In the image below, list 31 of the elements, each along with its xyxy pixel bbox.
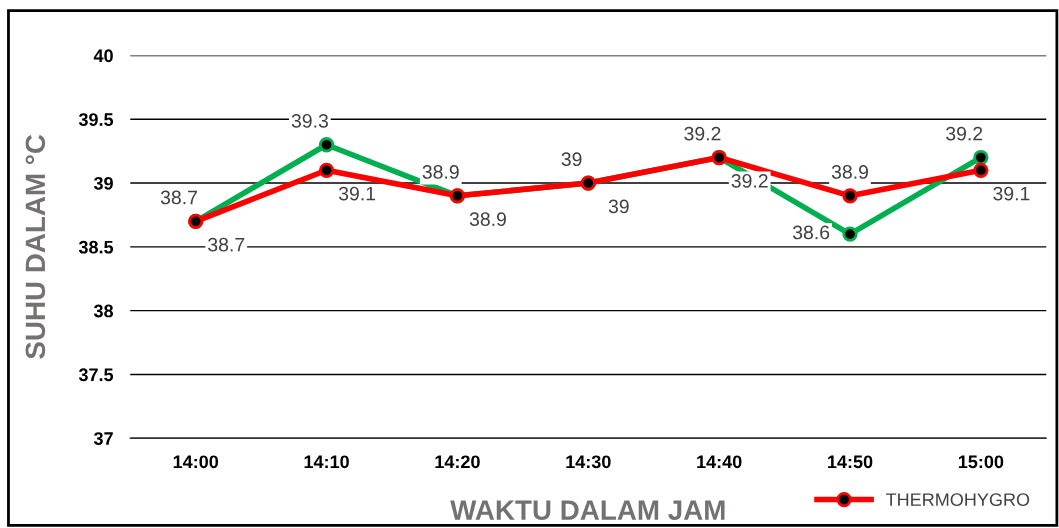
data-label: 39.2 bbox=[946, 126, 983, 141]
y-tick-label: 37.5 bbox=[78, 368, 114, 382]
y-tick-label: 39.5 bbox=[78, 113, 114, 126]
y-tick-label: 38.5 bbox=[78, 240, 114, 254]
y-axis-title: SUHU DALAM °C bbox=[25, 134, 46, 359]
data-label: 38.7 bbox=[208, 237, 245, 252]
x-tick-label: 14:40 bbox=[697, 455, 742, 469]
data-label: 38.9 bbox=[422, 165, 459, 179]
data-label: 38.7 bbox=[160, 190, 197, 205]
y-tick-label: 38 bbox=[93, 304, 114, 318]
x-tick-label: 15:00 bbox=[958, 455, 1004, 469]
data-label: 39.1 bbox=[338, 186, 376, 201]
x-tick-label: 14:50 bbox=[828, 455, 873, 469]
x-tick-label: 14:00 bbox=[173, 455, 219, 469]
data-label: 39 bbox=[608, 199, 629, 214]
data-label: 38.6 bbox=[792, 225, 830, 240]
data-label: 39.2 bbox=[731, 173, 768, 188]
data-label: 38.9 bbox=[831, 165, 868, 179]
data-label: 39.1 bbox=[993, 186, 1030, 201]
x-tick-label: 14:20 bbox=[435, 455, 480, 469]
y-tick-label: 37 bbox=[93, 432, 113, 445]
y-tick-label: 40 bbox=[93, 49, 113, 63]
legend-label: THERMOHYGRO bbox=[886, 493, 1030, 507]
x-tick-label: 14:30 bbox=[566, 455, 611, 469]
data-label: 38.9 bbox=[469, 212, 506, 227]
x-axis-title: WAKTU DALAM JAM bbox=[450, 500, 725, 520]
data-label: 39 bbox=[561, 152, 582, 167]
x-tick-label: 14:10 bbox=[304, 455, 349, 469]
data-label: 39.3 bbox=[291, 113, 328, 128]
data-label: 39.2 bbox=[684, 126, 721, 141]
y-tick-label: 39 bbox=[93, 176, 113, 190]
